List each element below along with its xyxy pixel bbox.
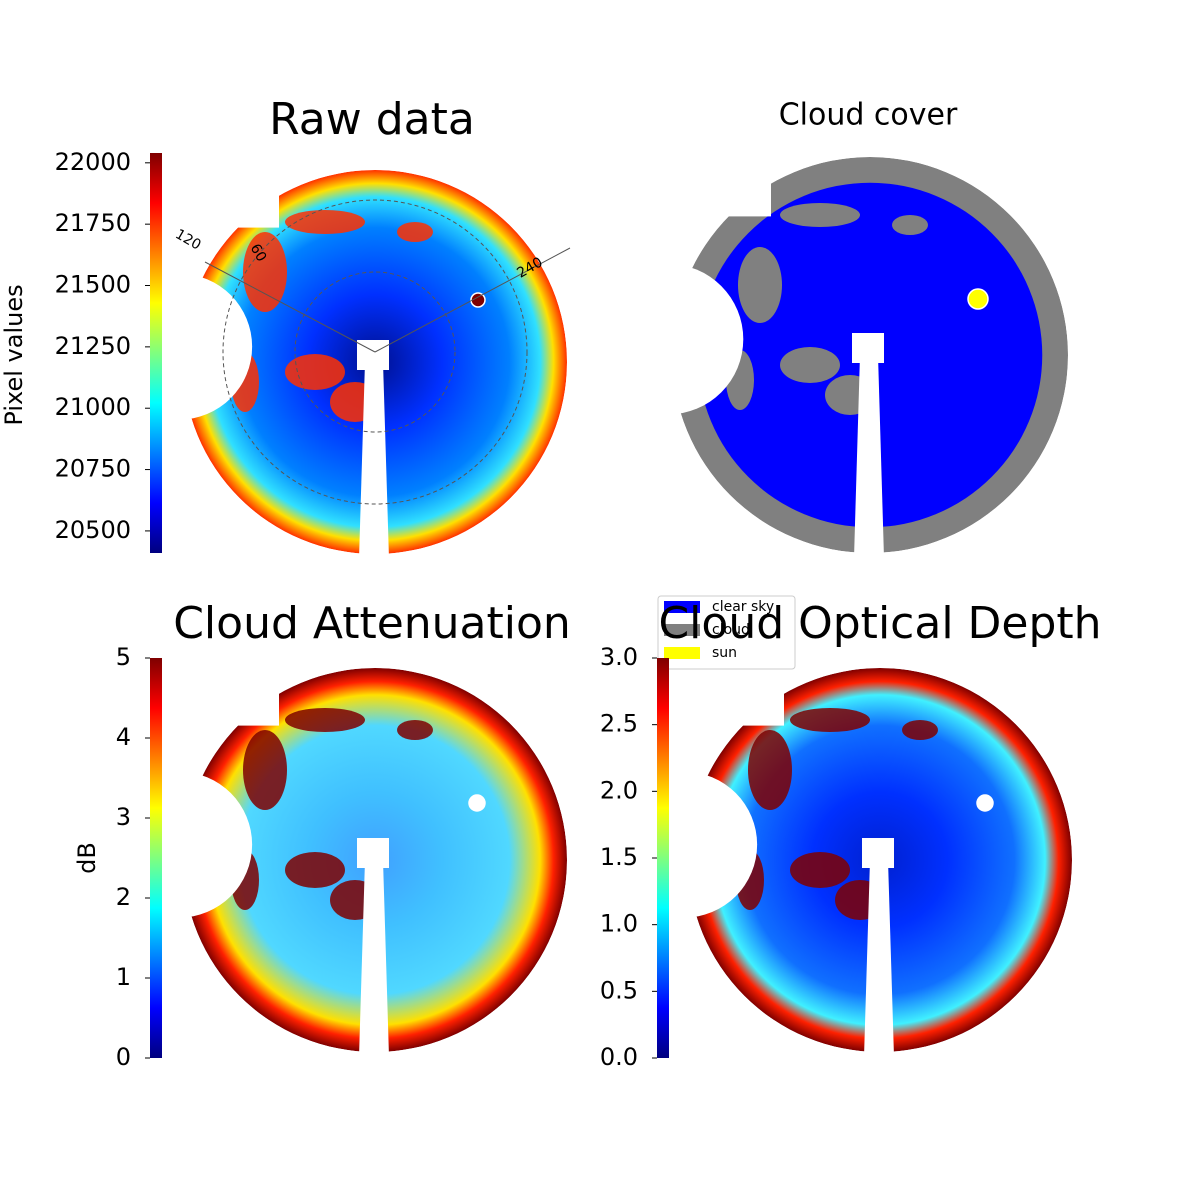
cloud-patch (790, 852, 850, 888)
polar-grid (294, 271, 456, 433)
colorbar-tick-label: 21250 (55, 332, 131, 360)
polar-spoke (204, 261, 376, 353)
cloud-patch (231, 850, 259, 910)
cloud-patch (902, 720, 938, 740)
legend-label: cloud (712, 622, 750, 638)
legend-swatch (664, 647, 700, 659)
polar-spoke (374, 247, 571, 353)
cloud-patch (726, 350, 754, 410)
colorbar-tick-label: 20750 (55, 455, 131, 483)
colorbar (150, 153, 162, 553)
cloud-patch (330, 382, 380, 422)
cloud-patch (215, 690, 255, 710)
cloud-patch (720, 690, 760, 710)
sun (468, 794, 486, 812)
colorbar-tick-label: 22000 (55, 148, 131, 176)
cloud-patch (231, 352, 259, 412)
angle-label: 120 (172, 226, 203, 253)
panel-title: Cloud cover (779, 98, 958, 133)
sun (470, 292, 486, 308)
colorbar-tick-label: 2.5 (600, 710, 638, 738)
sky-image (183, 170, 567, 554)
sun (967, 288, 989, 310)
panel: Cloud Optical Depth 0.0 0.5 1.0 1.5 2.0 2.5 3.0 (600, 598, 1102, 1071)
colorbar-tick-label: 20500 (55, 516, 131, 544)
legend-swatch (664, 624, 700, 636)
cloud-patch (736, 850, 764, 910)
clear-region (697, 182, 1043, 528)
sky-image (672, 157, 1068, 553)
colorbar-tick-label: 0.0 (600, 1043, 638, 1071)
colorbar-tick-label: 2.0 (600, 776, 638, 804)
colorbar-tick-label: 4 (116, 723, 131, 751)
colorbar-tick-label: 21000 (55, 393, 131, 421)
sky-image (688, 668, 1072, 1052)
sun (976, 794, 994, 812)
colorbar (657, 658, 669, 1058)
cloud-patch (397, 720, 433, 740)
colorbar-tick-label: 1 (116, 963, 131, 991)
cloud-patch (243, 730, 287, 810)
cloud-patch (748, 730, 792, 810)
cloud-patch (700, 195, 740, 215)
angle-label: 60 (247, 241, 270, 264)
colorbar-tick-label: 0 (116, 1043, 131, 1071)
cloud-patch (285, 852, 345, 888)
sky-image (183, 668, 567, 1052)
cloud-patch (215, 192, 255, 212)
panel-title: Cloud Attenuation (173, 598, 571, 649)
cloud-patch (825, 375, 875, 415)
cloud-patch (790, 708, 870, 732)
legend-label: sun (712, 645, 737, 661)
colorbar-tick-label: 21750 (55, 209, 131, 237)
colorbar-tick-label: 3.0 (600, 643, 638, 671)
panel: Cloud cover (672, 98, 1068, 553)
cloud-patch (780, 347, 840, 383)
polar-grid (222, 199, 528, 505)
colorbar-label: Pixel values (0, 284, 28, 425)
cloud-patch (835, 880, 885, 920)
legend: clear sky cloud sun (657, 595, 796, 670)
panel: Cloud Attenuation 0 1 2 3 4 5 dB (73, 598, 571, 1071)
panel-title: Raw data (269, 94, 475, 145)
cloud-patch (892, 215, 928, 235)
legend-swatch (664, 601, 700, 613)
cloud-patch (285, 210, 365, 234)
colorbar-tick-label: 21500 (55, 271, 131, 299)
colorbar-tick-label: 3 (116, 803, 131, 831)
colorbar-tick-label: 1.0 (600, 910, 638, 938)
colorbar-tick-label: 0.5 (600, 976, 638, 1004)
colorbar-label: dB (73, 842, 101, 874)
colorbar-tick-label: 2 (116, 883, 131, 911)
colorbar-tick-label: 5 (116, 643, 131, 671)
panel-title: Cloud Optical Depth (658, 598, 1101, 649)
cloud-patch (780, 203, 860, 227)
cloud-patch (285, 354, 345, 390)
cloud-patch (330, 880, 380, 920)
cloud-patch (285, 708, 365, 732)
colorbar (150, 658, 162, 1058)
cloud-patch (738, 247, 782, 323)
colorbar-tick-label: 1.5 (600, 843, 638, 871)
cloud-patch (397, 222, 433, 242)
cloud-patch (243, 232, 287, 312)
legend-label: clear sky (712, 599, 774, 615)
